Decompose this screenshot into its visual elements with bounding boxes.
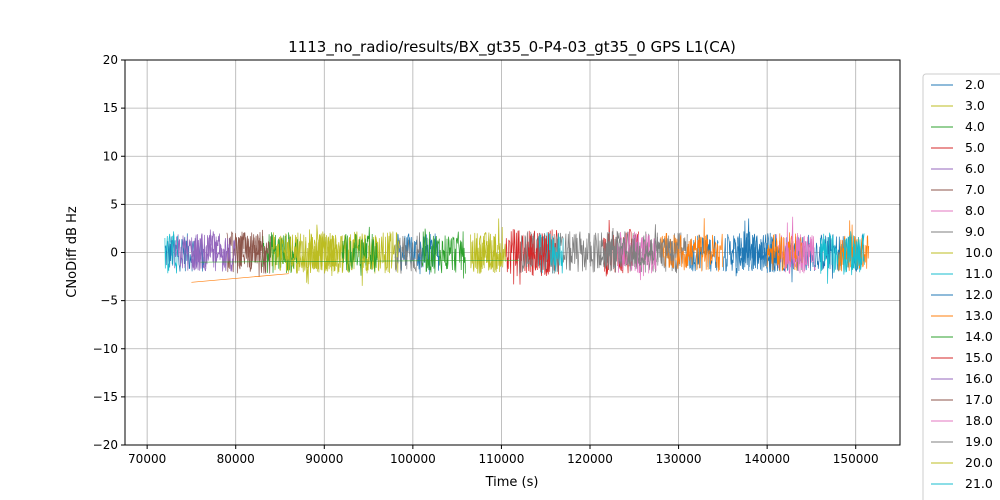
legend-label: 10.0: [965, 245, 993, 260]
series-connector-line: [191, 273, 289, 283]
series-line-19-0: [598, 224, 679, 267]
chart-title: 1113_no_radio/results/BX_gt35_0-P4-03_gt…: [288, 38, 736, 57]
series-line-3-0: [470, 218, 502, 274]
series-line-21-0: [842, 231, 865, 276]
legend-entry: 13.0: [931, 308, 993, 323]
x-axis-ticks: 70000 80000 90000 100000 110000 120000 130000 1…: [128, 445, 879, 466]
series-line-18-0: [784, 216, 812, 275]
legend-label: 4.0: [965, 119, 985, 134]
legend-entry: 6.0: [931, 161, 985, 176]
y-tick-label: −5: [100, 294, 118, 308]
y-axis-label: CNoDiff dB Hz: [65, 206, 80, 298]
legend-entry: 2.0: [931, 77, 985, 92]
x-tick-label: 70000: [128, 452, 166, 466]
legend-entry: 4.0: [931, 119, 985, 134]
legend-label: 14.0: [965, 329, 993, 344]
legend-label: 17.0: [965, 392, 993, 407]
legend-entry: 18.0: [931, 413, 993, 428]
legend-label: 15.0: [965, 350, 993, 365]
legend-label: 19.0: [965, 434, 993, 449]
legend-label: 3.0: [965, 98, 985, 113]
legend-entry: 12.0: [931, 287, 993, 302]
y-tick-label: 0: [110, 246, 118, 260]
x-tick-label: 120000: [567, 452, 613, 466]
legend-label: 11.0: [965, 266, 993, 281]
legend-label: 13.0: [965, 308, 993, 323]
legend-label: 2.0: [965, 77, 985, 92]
y-axis-ticks: −20 −15 −10 −5 0 5 10 15 20: [93, 53, 125, 452]
series-line-18-0: [616, 231, 657, 281]
series-line-17-0: [235, 234, 267, 278]
series-line-11-0: [164, 231, 179, 274]
legend-label: 8.0: [965, 203, 985, 218]
y-tick-label: −15: [93, 390, 118, 404]
series-line-14-0: [341, 226, 378, 276]
x-tick-label: 130000: [656, 452, 702, 466]
series-line-11-0: [536, 232, 564, 274]
series-line-20-0: [478, 227, 506, 271]
series-connector-line: [200, 259, 520, 263]
x-tick-label: 100000: [390, 452, 436, 466]
y-tick-label: −20: [93, 438, 118, 452]
legend-entry: 8.0: [931, 203, 985, 218]
legend-entry: 20.0: [931, 455, 993, 470]
series-line-13-0: [766, 232, 803, 271]
legend-entry: 3.0: [931, 98, 985, 113]
series-line-13-0: [660, 218, 724, 272]
legend-entry: 21.0: [931, 476, 993, 491]
y-tick-label: 20: [103, 53, 118, 67]
legend-entry: 11.0: [931, 266, 993, 281]
legend-label: 12.0: [965, 287, 993, 302]
y-tick-label: 5: [110, 197, 118, 211]
legend-label: 9.0: [965, 224, 985, 239]
legend-entry: 17.0: [931, 392, 993, 407]
legend-label: 18.0: [965, 413, 993, 428]
legend-label: 6.0: [965, 161, 985, 176]
x-tick-label: 90000: [305, 452, 343, 466]
series-line-6-0: [173, 229, 228, 272]
legend-entry: 15.0: [931, 350, 993, 365]
legend-label: 5.0: [965, 140, 985, 155]
series-line-4-0: [421, 228, 466, 279]
legend-label-cutoff: 22.0: [965, 497, 993, 500]
legend: 2.0 3.0 4.0 5.0 6.0 7.0 8.0 9.0 10.0 11.0 12.0 13.0…: [922, 73, 1000, 500]
legend-label: 16.0: [965, 371, 993, 386]
y-tick-label: −10: [93, 342, 118, 356]
legend-label: 21.0: [965, 476, 993, 491]
series-lines: [164, 216, 870, 286]
series-line-16-0: [191, 233, 236, 272]
y-tick-label: 15: [103, 101, 118, 115]
series-line-9-0: [394, 232, 422, 274]
legend-entry: 14.0: [931, 329, 993, 344]
legend-label: 7.0: [965, 182, 985, 197]
x-tick-label: 110000: [479, 452, 525, 466]
legend-entry: 19.0: [931, 434, 993, 449]
x-tick-label: 80000: [217, 452, 255, 466]
legend-label: 20.0: [965, 455, 993, 470]
legend-entry: 7.0: [931, 182, 985, 197]
x-tick-label: 140000: [744, 452, 790, 466]
legend-entry: 16.0: [931, 371, 993, 386]
x-tick-label: 150000: [833, 452, 879, 466]
legend-entry: 5.0: [931, 140, 985, 155]
legend-box: [922, 73, 1000, 500]
series-line-15-0: [527, 232, 551, 277]
legend-entry: 10.0: [931, 245, 993, 260]
y-tick-label: 10: [103, 149, 118, 163]
legend-entry: 9.0: [931, 224, 985, 239]
x-axis-label: Time (s): [485, 475, 539, 490]
series-line-20-0: [275, 233, 338, 272]
